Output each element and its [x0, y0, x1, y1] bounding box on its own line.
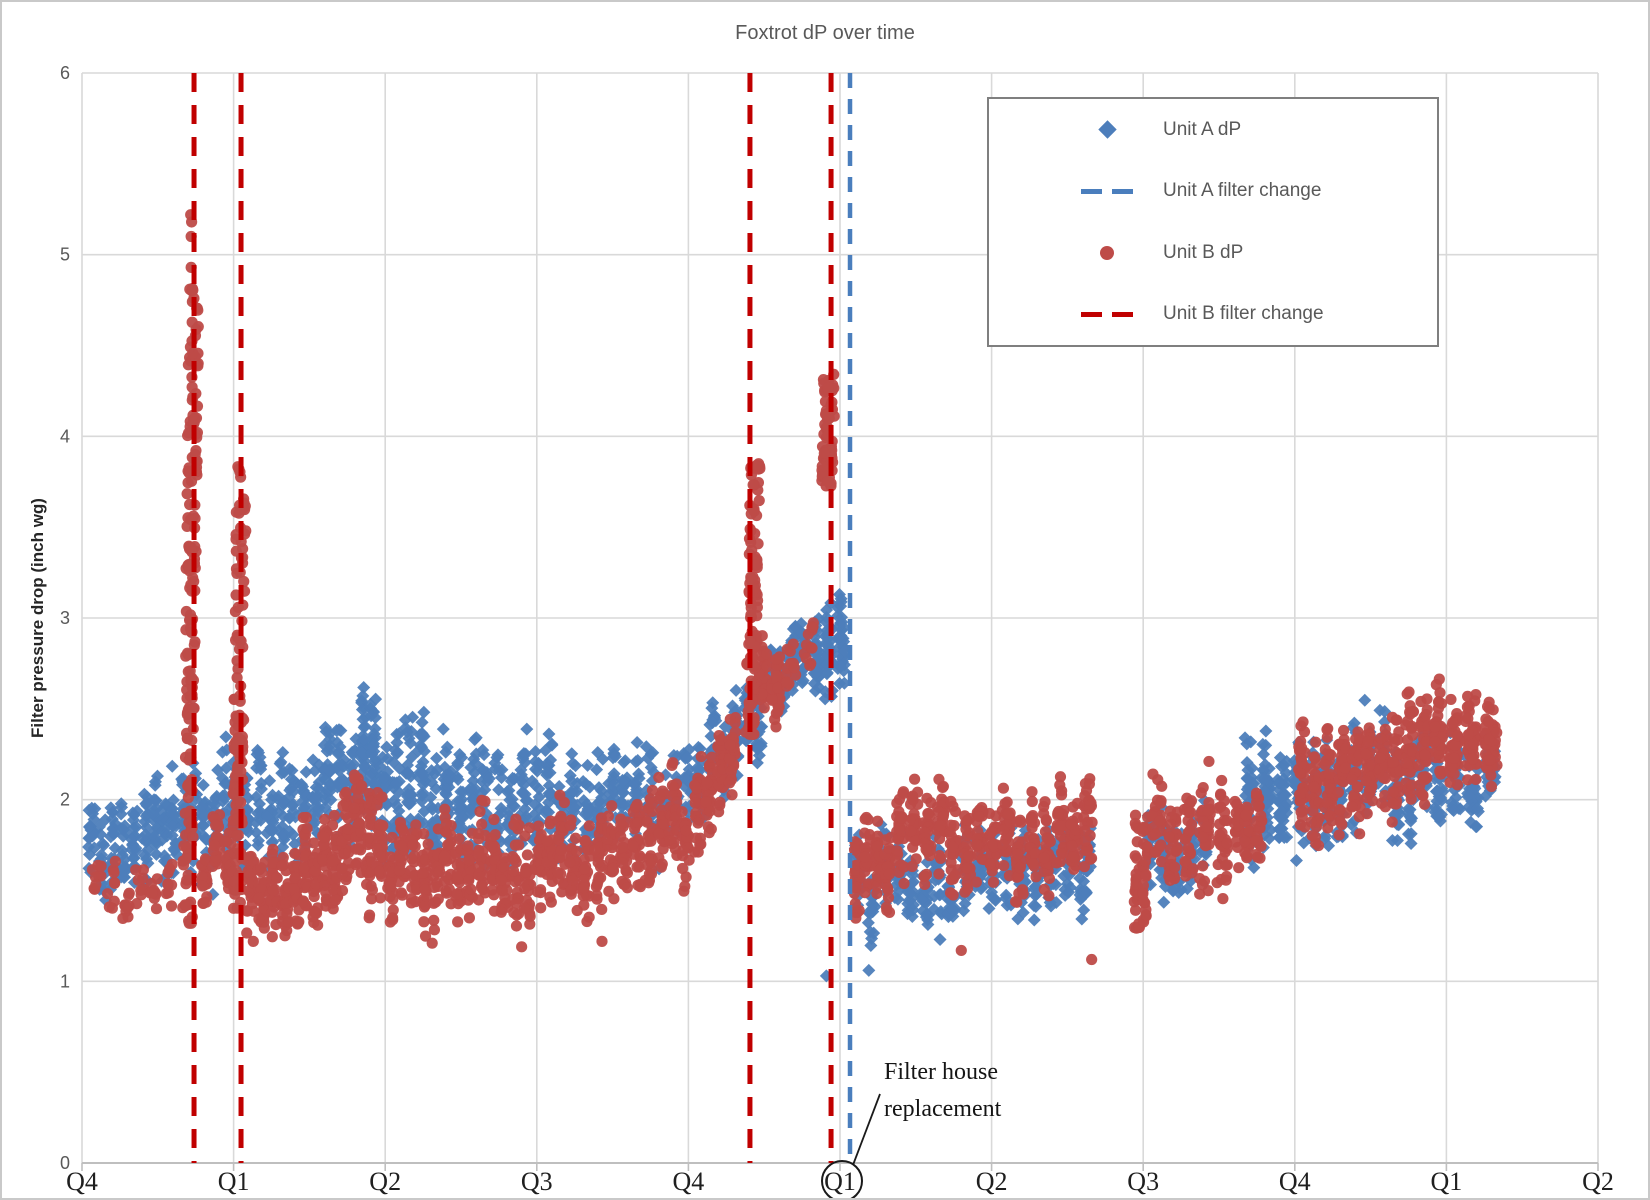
legend-item-unit-a-filter-change: Unit A filter change [989, 180, 1437, 202]
annotation-callout [821, 1093, 881, 1198]
x-tick-labels: Q4 Q1 Q2 Q3 Q4 Q1 Q2 Q3 Q4 Q1 Q2 [66, 1167, 1614, 1196]
legend: Unit A dP Unit A filter change Unit B dP… [987, 97, 1439, 347]
svg-text:Q4: Q4 [673, 1167, 705, 1196]
y-tick-labels: 0 1 2 3 4 5 6 [60, 63, 70, 1173]
legend-label: Unit B dP [1163, 241, 1244, 263]
legend-label: Unit B filter change [1163, 303, 1324, 325]
svg-text:Q3: Q3 [521, 1167, 553, 1196]
svg-text:6: 6 [60, 63, 70, 83]
series-unit-b-dp [86, 209, 1503, 966]
svg-text:Q2: Q2 [976, 1167, 1008, 1196]
chart-title: Foxtrot dP over time [735, 22, 915, 44]
legend-item-unit-b-dp: Unit B dP [989, 242, 1437, 264]
legend-item-unit-b-filter-change: Unit B filter change [989, 303, 1437, 325]
svg-text:Q3: Q3 [1127, 1167, 1159, 1196]
annotation-line-1: Filter house [884, 1059, 998, 1085]
circle-marker-icon [1075, 245, 1139, 260]
svg-text:5: 5 [60, 245, 70, 265]
diamond-marker-icon [1075, 120, 1139, 139]
svg-text:Q1: Q1 [824, 1167, 856, 1196]
svg-text:Q4: Q4 [66, 1167, 98, 1196]
legend-item-unit-a-dp: Unit A dP [989, 119, 1437, 141]
event-lines-unit-b-filter-change [191, 73, 834, 1163]
svg-text:1: 1 [60, 971, 70, 991]
svg-text:0: 0 [60, 1153, 70, 1173]
svg-text:4: 4 [60, 426, 70, 446]
svg-text:Q2: Q2 [1582, 1167, 1614, 1196]
svg-text:Q4: Q4 [1279, 1167, 1311, 1196]
y-axis-title: Filter pressure drop (inch wg) [28, 498, 47, 738]
svg-text:Q1: Q1 [1431, 1167, 1463, 1196]
legend-label: Unit A filter change [1163, 180, 1322, 202]
svg-text:Q1: Q1 [218, 1167, 250, 1196]
axes [81, 73, 1599, 1171]
dashed-line-marker-icon [1075, 311, 1139, 317]
annotation-line-2: replacement [884, 1096, 1002, 1122]
svg-text:Q2: Q2 [369, 1167, 401, 1196]
svg-text:3: 3 [60, 608, 70, 628]
dashed-line-marker-icon [1075, 188, 1139, 194]
annotation-filter-house-replacement: Filter house replacement [884, 1054, 1001, 1128]
svg-text:2: 2 [60, 790, 70, 810]
legend-label: Unit A dP [1163, 118, 1242, 140]
